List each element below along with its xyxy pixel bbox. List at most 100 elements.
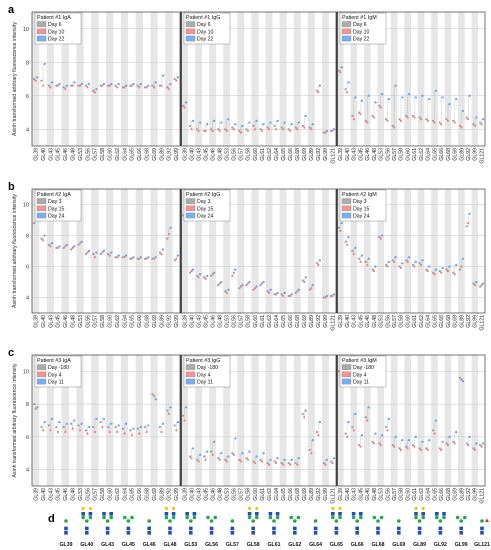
y-tick-label: 6 xyxy=(26,94,29,100)
category-band xyxy=(417,189,425,313)
point-day-3 xyxy=(391,259,394,262)
x-tick-label: GL56 xyxy=(385,488,391,501)
x-tick-label: GL69 xyxy=(302,315,308,328)
point-day-15 xyxy=(310,287,313,290)
point-day-180 xyxy=(173,424,176,427)
point-day-24 xyxy=(347,235,350,239)
point-day-24 xyxy=(381,234,384,237)
point-day-4 xyxy=(303,416,306,419)
point-day-22 xyxy=(332,128,336,131)
x-tick-label: GL40 xyxy=(41,488,47,501)
category-band xyxy=(251,355,259,486)
x-tick-label: GL65 xyxy=(130,315,136,328)
category-band xyxy=(69,12,77,146)
point-day-10 xyxy=(413,116,416,119)
point-day-6 xyxy=(252,124,255,127)
x-tick-label: GL62 xyxy=(419,148,425,161)
mannose-circle xyxy=(272,519,276,523)
point-day-10 xyxy=(197,129,200,133)
category-band xyxy=(216,189,224,313)
category-band xyxy=(237,189,245,313)
point-day-24 xyxy=(408,256,411,259)
point-day-24 xyxy=(297,288,300,291)
x-tick-label: GL60 xyxy=(405,315,411,328)
point-day-3 xyxy=(465,225,468,228)
x-tick-label: GL58 xyxy=(100,315,106,328)
point-day-4 xyxy=(42,429,45,432)
glycan-structure: GL68 xyxy=(372,515,385,548)
point-day-15 xyxy=(116,256,119,259)
point-day-3 xyxy=(69,248,73,251)
point-day-11 xyxy=(455,430,458,434)
point-day-4 xyxy=(426,448,429,452)
glycan-structure: GL45 xyxy=(122,515,135,548)
point-day-3 xyxy=(84,253,87,256)
legend-entry: Day 22 xyxy=(48,37,65,43)
category-band xyxy=(431,189,438,313)
x-tick-label: GL45 xyxy=(56,315,62,328)
x-tick-label: GL66 xyxy=(439,315,445,328)
point-day-11 xyxy=(360,434,364,437)
point-day-10 xyxy=(289,129,292,133)
point-day-10 xyxy=(145,86,148,89)
x-tick-label: GL62 xyxy=(115,315,121,328)
category-band xyxy=(444,12,452,146)
category-band xyxy=(91,189,99,313)
point-day-4 xyxy=(71,427,74,430)
x-tick-label: GL39 xyxy=(182,148,188,161)
category-band xyxy=(471,355,479,486)
fucose-triangle xyxy=(485,518,489,522)
point-day-22 xyxy=(304,114,307,117)
mannose-circle xyxy=(64,519,68,523)
point-day-15 xyxy=(56,246,60,249)
mannose-circle xyxy=(192,515,197,520)
point-day-11 xyxy=(401,439,404,442)
point-day-4 xyxy=(289,463,292,466)
point-day-15 xyxy=(345,243,349,246)
glcnac-square xyxy=(105,531,110,535)
glcnac-square xyxy=(334,531,339,535)
category-band xyxy=(181,12,189,146)
x-tick-label: GL53 xyxy=(78,315,84,328)
point-day-22 xyxy=(162,74,165,77)
x-tick-label: GL64 xyxy=(274,148,280,161)
point-day-10 xyxy=(480,123,483,126)
point-day-6 xyxy=(472,123,475,126)
point-day-6 xyxy=(445,118,448,121)
glcnac-square xyxy=(147,531,151,535)
x-tick-label: GL64 xyxy=(274,315,280,328)
point-day-24 xyxy=(455,263,458,267)
point-day-15 xyxy=(296,290,299,293)
x-tick-label: GL66 xyxy=(288,148,294,161)
point-day-180 xyxy=(273,460,276,463)
point-day-15 xyxy=(446,270,450,273)
facet-b-3: GL39 GL40 GL43 GL45 GL46 GL48 GL53 GL56 GL57 GL58… xyxy=(336,188,485,331)
point-day-4 xyxy=(101,425,104,429)
point-day-180 xyxy=(266,461,269,465)
point-day-11 xyxy=(276,457,279,460)
point-day-4 xyxy=(359,445,362,448)
x-tick-label: GL65 xyxy=(130,148,136,161)
point-day-11 xyxy=(36,406,39,409)
structure-label: GL121 xyxy=(474,542,490,548)
point-day-11 xyxy=(234,437,237,440)
glcnac-square xyxy=(185,512,189,516)
x-tick-label: GL60 xyxy=(253,488,259,501)
point-day-24 xyxy=(227,288,230,291)
point-day-22 xyxy=(88,82,91,86)
category-band xyxy=(437,189,445,313)
point-day-24 xyxy=(304,276,307,279)
point-day-24 xyxy=(199,273,202,276)
galactose-circle xyxy=(172,506,176,511)
mannose-circle xyxy=(463,515,467,520)
point-day-6 xyxy=(106,84,110,87)
point-day-3 xyxy=(398,265,401,268)
category-band xyxy=(343,12,351,146)
point-day-24 xyxy=(354,246,357,249)
point-day-10 xyxy=(253,128,257,131)
x-tick-label: GL99 xyxy=(323,488,329,501)
legend-title: Patient #2 IgG xyxy=(186,192,220,198)
category-band xyxy=(61,12,69,146)
category-band xyxy=(258,355,266,486)
x-tick-label: GL39 xyxy=(34,488,40,501)
